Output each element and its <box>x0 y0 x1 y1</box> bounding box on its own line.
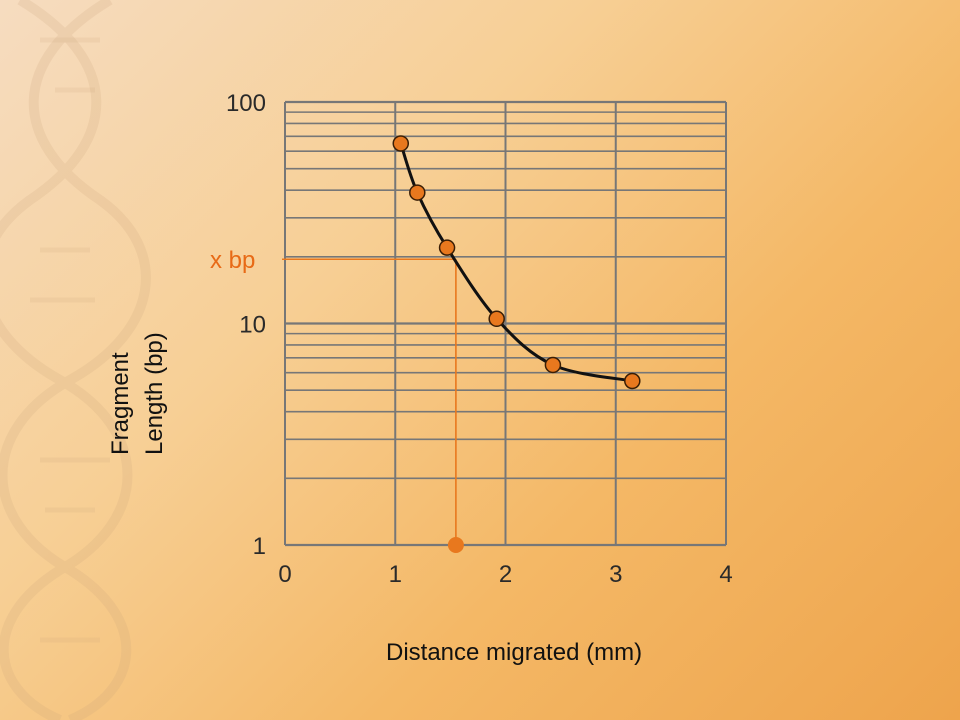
data-point <box>409 184 426 201</box>
data-points <box>392 135 641 553</box>
y-axis-label: Fragment Length (bp) <box>107 332 168 455</box>
x-tick-label: 1 <box>389 561 402 588</box>
y-tick-label: 10 <box>239 312 266 339</box>
data-point <box>624 372 641 390</box>
grid-lines <box>284 100 727 547</box>
data-point <box>392 135 410 152</box>
x-axis-label: Distance migrated (mm) <box>386 639 642 666</box>
x-tick-label: 4 <box>719 561 732 588</box>
y-tick-labels: 1 10 100 <box>226 90 266 560</box>
x-bp-marker-point <box>447 537 464 553</box>
x-tick-label: 2 <box>499 561 512 588</box>
data-point <box>488 310 505 328</box>
x-tick-labels: 0 1 2 3 4 <box>278 561 732 588</box>
x-bp-annotation: x bp <box>210 247 255 274</box>
x-tick-label: 3 <box>609 561 622 588</box>
y-axis-label-line-2: Length (bp) <box>141 332 168 455</box>
data-point <box>544 356 562 374</box>
y-tick-label: 100 <box>226 90 266 117</box>
data-point <box>438 239 456 256</box>
x-tick-label: 0 <box>278 561 291 588</box>
y-tick-label: 1 <box>253 533 266 560</box>
x-bp-guide-lines <box>282 258 457 545</box>
y-axis-label-line-1: Fragment <box>107 352 134 455</box>
